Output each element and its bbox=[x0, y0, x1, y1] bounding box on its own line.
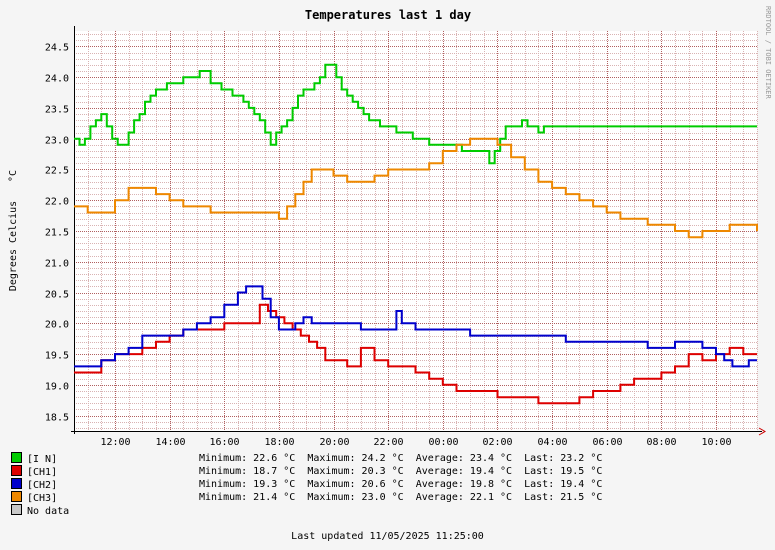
x-tick-label: 14:00 bbox=[155, 437, 185, 448]
stats-ch2: Minimum: 19.3 °C Maximum: 20.6 °C Averag… bbox=[199, 479, 603, 490]
series-line-2 bbox=[74, 285, 757, 368]
y-tick-label: 24.5 bbox=[45, 43, 69, 54]
x-tick-label: 16:00 bbox=[209, 437, 239, 448]
y-axis-label: Degrees Celcius bbox=[8, 201, 19, 291]
legend-swatch bbox=[11, 452, 22, 463]
legend-swatch bbox=[11, 478, 22, 489]
legend-label: No data bbox=[27, 506, 70, 517]
x-tick-label: 10:00 bbox=[701, 437, 731, 448]
chart-title: Temperatures last 1 day bbox=[305, 8, 471, 22]
y-tick-label: 21.5 bbox=[45, 228, 69, 239]
stats-ch1: Minimum: 18.7 °C Maximum: 20.3 °C Averag… bbox=[199, 466, 603, 477]
series-line-0 bbox=[74, 63, 757, 165]
x-axis-arrow bbox=[758, 427, 766, 436]
y-tick-label: 24.0 bbox=[45, 74, 69, 85]
legend-label: [I N] bbox=[27, 454, 58, 465]
stats-ch3: Minimum: 21.4 °C Maximum: 23.0 °C Averag… bbox=[199, 492, 603, 503]
legend-item-in: [I N] bbox=[11, 452, 57, 465]
legend-label: [CH1] bbox=[27, 467, 58, 478]
y-tick-label: 22.0 bbox=[45, 197, 69, 208]
x-tick-label: 12:00 bbox=[100, 437, 130, 448]
y-axis-unit: °C bbox=[8, 170, 19, 182]
legend-item-ch2: [CH2] bbox=[11, 478, 57, 491]
x-tick-label: 18:00 bbox=[264, 437, 294, 448]
x-tick-label: 00:00 bbox=[428, 437, 458, 448]
x-tick-label: 06:00 bbox=[592, 437, 622, 448]
y-tick-label: 20.5 bbox=[45, 290, 69, 301]
legend-swatch bbox=[11, 465, 22, 476]
y-tick-label: 23.5 bbox=[45, 105, 69, 116]
chart-text: 18.5 19.0 19.5 20.0 20.5 21.0 21.5 22.0 22.5 23.0… bbox=[8, 6, 772, 448]
legend-item-no-data: No data bbox=[11, 504, 69, 517]
y-tick-label: 23.0 bbox=[45, 136, 69, 147]
grid bbox=[74, 31, 758, 431]
series-lines bbox=[74, 63, 758, 405]
x-tick-label: 02:00 bbox=[482, 437, 512, 448]
x-tick-label: 04:00 bbox=[537, 437, 567, 448]
legend-label: [CH2] bbox=[27, 480, 58, 491]
x-tick-label: 20:00 bbox=[319, 437, 349, 448]
legend-swatch bbox=[11, 491, 22, 502]
y-tick-label: 18.5 bbox=[45, 413, 69, 424]
legend-item-ch3: [CH3] bbox=[11, 491, 57, 504]
series-line-3 bbox=[74, 137, 758, 239]
watermark: RRDTOOL / TOBI OETIKER bbox=[764, 6, 772, 100]
y-tick-label: 21.0 bbox=[45, 259, 69, 270]
legend-item-ch1: [CH1] bbox=[11, 465, 57, 478]
y-tick-label: 19.0 bbox=[45, 382, 69, 393]
x-tick-label: 22:00 bbox=[373, 437, 403, 448]
last-updated: Last updated 11/05/2025 11:25:00 bbox=[291, 531, 484, 542]
y-tick-label: 22.5 bbox=[45, 166, 69, 177]
legend-label: [CH3] bbox=[27, 493, 58, 504]
x-tick-label: 08:00 bbox=[646, 437, 676, 448]
y-tick-label: 20.0 bbox=[45, 320, 69, 331]
series-line-1 bbox=[74, 303, 757, 405]
y-tick-label: 19.5 bbox=[45, 351, 69, 362]
stats-in: Minimum: 22.6 °C Maximum: 24.2 °C Averag… bbox=[199, 453, 603, 464]
plot-area bbox=[74, 31, 757, 431]
legend-swatch bbox=[11, 504, 22, 515]
